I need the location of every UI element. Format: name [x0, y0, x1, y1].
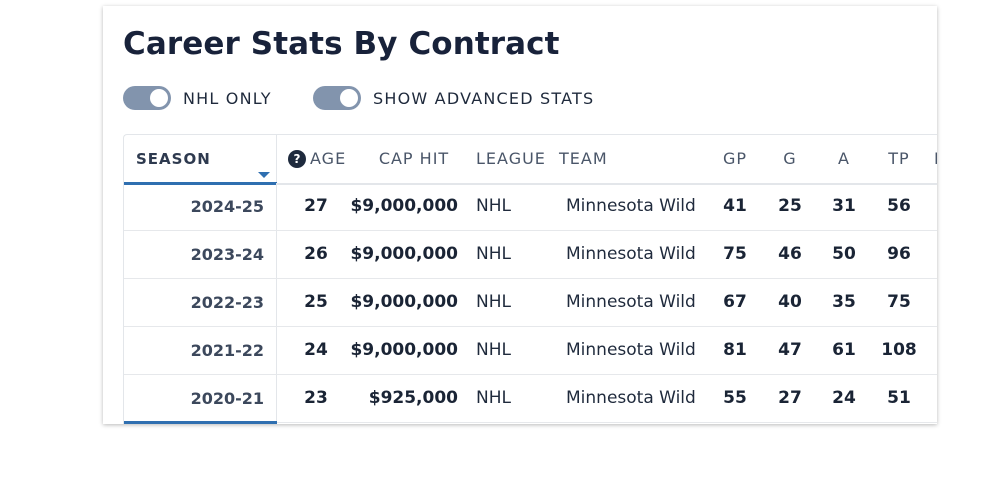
age-cell: 25: [304, 292, 328, 312]
goals-cell: 47: [778, 340, 802, 360]
assists-cell: 35: [832, 292, 856, 312]
season-cell: 2020-21: [124, 375, 277, 422]
team-cell[interactable]: Minnesota Wild: [566, 196, 696, 216]
assists-column-header[interactable]: A: [838, 149, 850, 168]
table-row: 2023-24 26 $9,000,000 NHL Minnesota Wild…: [124, 231, 937, 279]
total-points-cell: 75: [887, 292, 911, 312]
season-cell: 2023-24: [124, 231, 277, 278]
gp-cell: 81: [723, 340, 747, 360]
cap-hit-cell: $9,000,000: [350, 340, 458, 360]
league-cell[interactable]: NHL: [476, 340, 511, 360]
table-row: 2021-22 24 $9,000,000 NHL Minnesota Wild…: [124, 327, 937, 375]
cap-hit-cell: $925,000: [368, 388, 458, 408]
cap-hit-cell: $9,000,000: [350, 196, 458, 216]
advanced-stats-toggle-row[interactable]: SHOW ADVANCED STATS: [313, 86, 594, 110]
toggle-knob: [340, 89, 358, 107]
gp-cell: 75: [723, 244, 747, 264]
team-cell[interactable]: Minnesota Wild: [566, 292, 696, 312]
season-column-header[interactable]: SEASON: [124, 135, 277, 185]
total-points-cell: 56: [887, 196, 911, 216]
goals-column-header[interactable]: G: [783, 149, 797, 168]
age-cell: 24: [304, 340, 328, 360]
cap-hit-column-header[interactable]: CAP HIT: [378, 149, 450, 168]
goals-cell: 27: [778, 388, 802, 408]
league-cell[interactable]: NHL: [476, 196, 511, 216]
season-cell: 2021-22: [124, 327, 277, 374]
cap-hit-cell: $9,000,000: [350, 244, 458, 264]
total-points-cell: 108: [881, 340, 917, 360]
nhl-only-toggle[interactable]: [123, 86, 171, 110]
active-sort-underline: [124, 182, 277, 185]
gp-cell: 55: [723, 388, 747, 408]
league-cell[interactable]: NHL: [476, 388, 511, 408]
season-cell: 2022-23: [124, 279, 277, 326]
total-points-column-header[interactable]: TP: [888, 149, 910, 168]
help-icon[interactable]: ?: [288, 150, 306, 168]
assists-cell: 50: [832, 244, 856, 264]
nhl-only-toggle-row[interactable]: NHL ONLY: [123, 86, 272, 110]
goals-cell: 40: [778, 292, 802, 312]
nhl-only-label: NHL ONLY: [183, 88, 272, 108]
gp-column-header[interactable]: GP: [722, 149, 748, 168]
advanced-stats-label: SHOW ADVANCED STATS: [373, 88, 595, 108]
table-row: 2024-25 27 $9,000,000 NHL Minnesota Wild…: [124, 183, 937, 231]
season-header-label: SEASON: [136, 150, 211, 168]
assists-cell: 24: [832, 388, 856, 408]
league-cell[interactable]: NHL: [476, 292, 511, 312]
goals-cell: 25: [778, 196, 802, 216]
team-cell[interactable]: Minnesota Wild: [566, 388, 696, 408]
total-points-cell: 51: [887, 388, 911, 408]
age-cell: 26: [304, 244, 328, 264]
table-row: 2020-21 23 $925,000 NHL Minnesota Wild 5…: [124, 375, 937, 423]
age-column-header[interactable]: ? AGE: [288, 135, 358, 183]
age-cell: 27: [304, 196, 328, 216]
team-cell[interactable]: Minnesota Wild: [566, 340, 696, 360]
assists-cell: 61: [832, 340, 856, 360]
season-cell: 2024-25: [124, 183, 277, 230]
assists-cell: 31: [832, 196, 856, 216]
table-header: SEASON ? AGE CAP HIT LEAGUE TEAM GP G A T…: [124, 135, 937, 185]
gp-cell: 41: [723, 196, 747, 216]
age-cell: 23: [304, 388, 328, 408]
advanced-stats-toggle[interactable]: [313, 86, 361, 110]
gp-cell: 67: [723, 292, 747, 312]
league-column-header[interactable]: LEAGUE: [476, 149, 546, 168]
truncated-column-header[interactable]: I: [934, 135, 937, 183]
table-row: 2022-23 25 $9,000,000 NHL Minnesota Wild…: [124, 279, 937, 327]
page-title: Career Stats By Contract: [123, 26, 560, 62]
sort-descending-icon: [258, 172, 270, 178]
goals-cell: 46: [778, 244, 802, 264]
toggle-knob: [150, 89, 168, 107]
age-header-label: AGE: [310, 149, 347, 168]
total-points-cell: 96: [887, 244, 911, 264]
team-column-header[interactable]: TEAM: [559, 149, 608, 168]
cap-hit-cell: $9,000,000: [350, 292, 458, 312]
stats-table: SEASON ? AGE CAP HIT LEAGUE TEAM GP G A T…: [123, 134, 937, 424]
league-cell[interactable]: NHL: [476, 244, 511, 264]
team-cell[interactable]: Minnesota Wild: [566, 244, 696, 264]
career-stats-card: Career Stats By Contract NHL ONLY SHOW A…: [103, 6, 937, 424]
season-column-bottom-accent: [124, 421, 277, 424]
